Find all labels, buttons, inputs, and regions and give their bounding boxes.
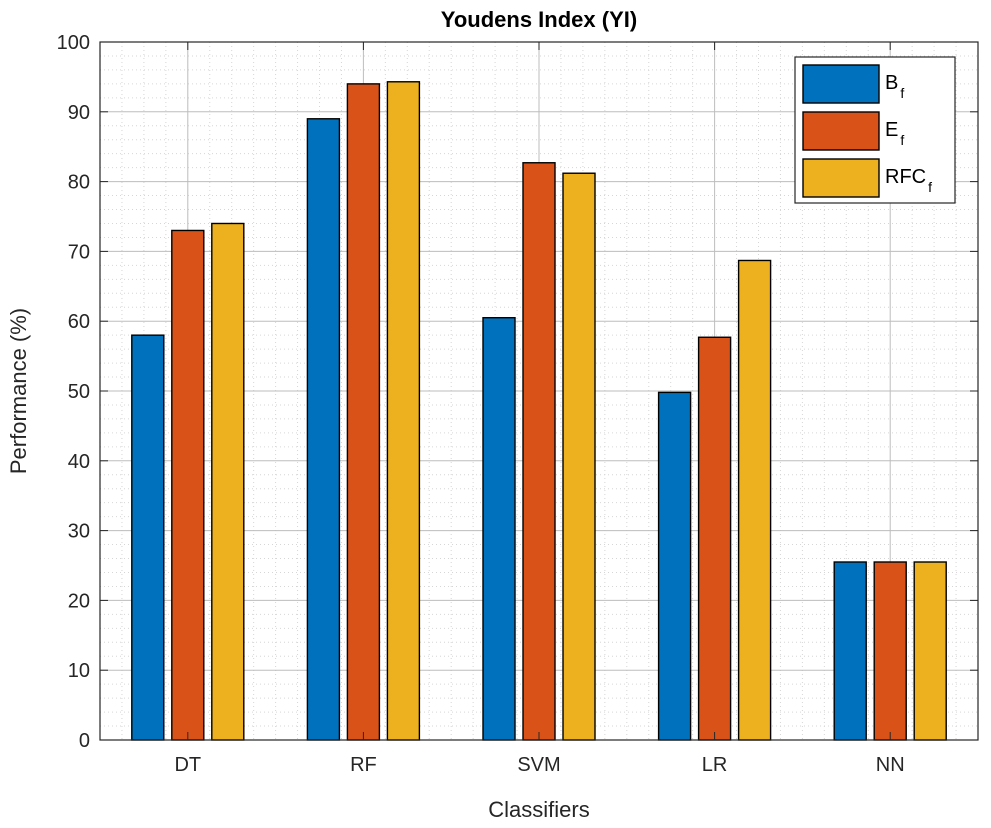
bar-rfc-nn — [913, 561, 947, 741]
y-tick-label: 90 — [68, 102, 90, 124]
bar-e-rf — [346, 83, 381, 741]
y-tick-label: 0 — [79, 730, 90, 752]
bar-e-svm — [522, 162, 556, 741]
x-tick-label: NN — [876, 754, 905, 776]
bar-b-nn — [833, 561, 867, 741]
y-tick-label: 50 — [68, 381, 90, 403]
x-tick-label: SVM — [517, 754, 560, 776]
bar-rfc-lr — [737, 259, 772, 741]
x-axis: DT RF SVM LR NN — [174, 42, 905, 776]
y-tick-label: 100 — [57, 32, 90, 54]
bar-b-dt — [131, 334, 165, 741]
y-axis: 0 10 20 30 40 50 60 70 80 90 100 — [57, 32, 978, 752]
y-tick-label: 20 — [68, 590, 90, 612]
legend-swatch-e — [802, 111, 880, 151]
y-tick-label: 70 — [68, 241, 90, 263]
y-tick-label: 60 — [68, 311, 90, 333]
legend-label-rfc: RFC f — [885, 166, 932, 195]
bar-b-svm — [482, 317, 516, 741]
bar-b-rf — [306, 118, 341, 741]
y-tick-label: 40 — [68, 451, 90, 473]
legend-swatch-b — [802, 64, 880, 104]
y-axis-label: Performance (%) — [6, 308, 31, 474]
bar-e-dt — [171, 229, 205, 741]
x-axis-label: Classifiers — [488, 797, 589, 822]
chart-title: Youdens Index (YI) — [441, 7, 637, 32]
x-tick-label: LR — [702, 754, 728, 776]
bar-b-lr — [657, 391, 692, 741]
bar-rfc-rf — [386, 81, 421, 741]
bars — [131, 81, 947, 741]
y-tick-label: 80 — [68, 172, 90, 194]
bar-e-nn — [873, 561, 907, 741]
bar-rfc-dt — [211, 222, 245, 741]
legend-swatch-rfc — [802, 158, 880, 198]
y-tick-label: 30 — [68, 521, 90, 543]
x-tick-label: DT — [174, 754, 201, 776]
bar-e-lr — [697, 336, 732, 741]
bar-rfc-svm — [562, 172, 596, 741]
y-tick-label: 10 — [68, 660, 90, 682]
x-tick-label: RF — [350, 754, 377, 776]
